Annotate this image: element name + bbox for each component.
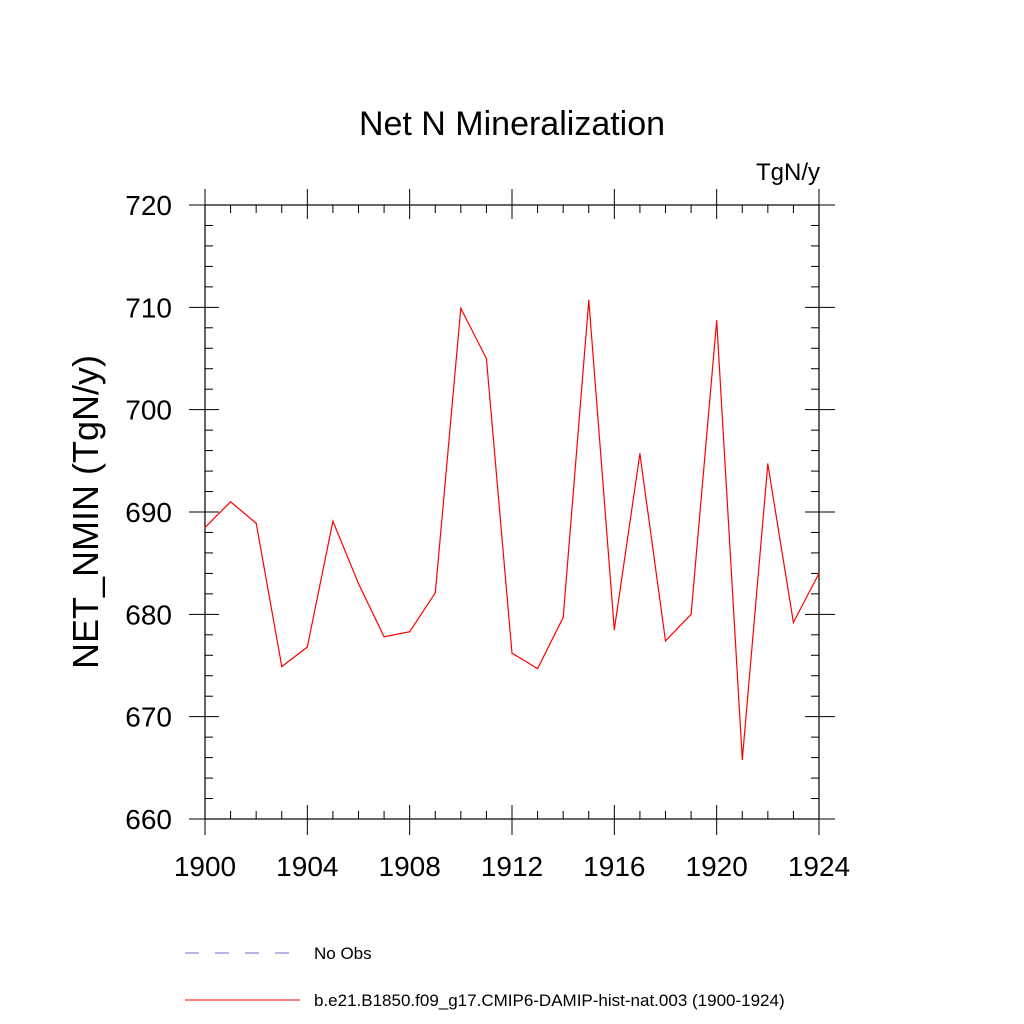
chart-title: Net N Mineralization	[359, 105, 665, 143]
units-label: TgN/y	[756, 159, 820, 186]
y-tick-label: 680	[125, 599, 172, 630]
data-point	[409, 631, 411, 633]
data-point	[818, 572, 820, 575]
data-point	[792, 621, 795, 624]
data-point	[383, 636, 385, 638]
data-point	[357, 583, 360, 585]
x-tick-label: 1904	[276, 851, 338, 882]
y-tick-label: 660	[125, 804, 172, 835]
data-point	[229, 501, 232, 503]
y-axis-label: NET_NMIN (TgN/y)	[65, 355, 106, 669]
x-tick-label: 1916	[583, 851, 645, 882]
data-point	[639, 453, 641, 455]
x-tick-label: 1908	[379, 851, 441, 882]
series-line	[204, 300, 820, 760]
axis-ticks	[189, 189, 835, 835]
data-series	[204, 299, 820, 761]
data-point	[741, 759, 743, 761]
plot-frame	[204, 204, 820, 820]
legend: No Obs b.e21.B1850.f09_g17.CMIP6-DAMIP-hi…	[185, 944, 785, 1010]
data-point	[613, 629, 615, 631]
y-tick-label: 700	[125, 395, 172, 426]
data-point	[306, 646, 308, 648]
data-point	[511, 652, 513, 654]
y-tick-label: 720	[125, 190, 172, 221]
data-point	[434, 592, 436, 594]
data-point	[460, 307, 462, 309]
data-point	[485, 357, 488, 360]
data-point	[588, 299, 590, 301]
y-tick-label: 690	[125, 497, 172, 528]
data-point	[716, 320, 718, 322]
data-point	[332, 520, 334, 522]
x-tick-label: 1900	[174, 851, 236, 882]
data-point	[664, 640, 667, 642]
data-point	[562, 616, 564, 619]
data-point	[767, 463, 769, 465]
x-tick-label: 1920	[686, 851, 748, 882]
legend-label: No Obs	[314, 944, 372, 963]
data-point	[690, 613, 692, 615]
legend-label: b.e21.B1850.f09_g17.CMIP6-DAMIP-hist-nat…	[314, 991, 785, 1010]
data-point	[536, 667, 539, 670]
data-point	[204, 526, 206, 528]
data-point	[281, 665, 283, 668]
y-tick-label: 670	[125, 702, 172, 733]
data-point	[255, 522, 257, 524]
y-tick-label: 710	[125, 292, 172, 323]
axis-tick-labels: 1900 1904 1908 1912 1916 1920 1924 660 670 680 690…	[125, 190, 850, 882]
x-tick-label: 1912	[481, 851, 543, 882]
x-tick-label: 1924	[788, 851, 850, 882]
